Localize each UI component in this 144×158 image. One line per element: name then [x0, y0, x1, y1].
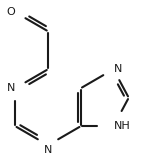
- Text: N: N: [44, 145, 52, 155]
- Text: O: O: [6, 7, 15, 17]
- Text: N: N: [113, 64, 122, 74]
- Text: NH: NH: [113, 121, 130, 131]
- Text: N: N: [7, 83, 15, 93]
